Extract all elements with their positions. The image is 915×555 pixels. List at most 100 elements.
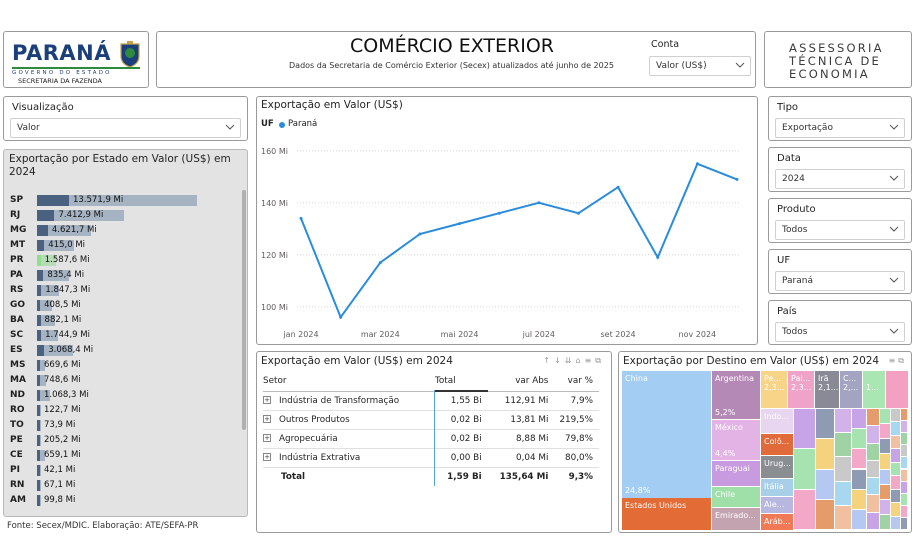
treemap-small-cell[interactable] xyxy=(852,489,866,509)
treemap-small-cell[interactable] xyxy=(880,499,890,514)
estado-bar[interactable] xyxy=(37,300,53,311)
treemap-small-cell[interactable] xyxy=(880,484,890,499)
treemap-small-cell[interactable] xyxy=(835,505,851,529)
estado-row-ba[interactable]: BA 882,1 Mi xyxy=(8,314,248,327)
treemap-small-cell[interactable] xyxy=(794,409,815,449)
treemap-small-cell[interactable] xyxy=(880,439,890,454)
estado-bar[interactable] xyxy=(37,210,125,221)
col-header-var-pct[interactable]: var % xyxy=(567,376,593,387)
treemap-cell-c[interactable]: C... 2,... xyxy=(840,371,862,408)
treemap-cell-pe[interactable]: Pe... 2,3... xyxy=(761,371,787,408)
treemap-small-cell[interactable] xyxy=(891,503,900,516)
treemap-small-cell[interactable] xyxy=(891,449,900,462)
treemap-small-cell[interactable] xyxy=(835,433,851,457)
expand-plus-icon[interactable]: + xyxy=(263,415,271,423)
estado-bar[interactable] xyxy=(37,450,45,461)
estado-bar[interactable] xyxy=(37,465,41,476)
treemap-small-cell[interactable] xyxy=(816,499,834,529)
treemap-small-cell[interactable] xyxy=(901,505,907,517)
treemap-small-cell[interactable] xyxy=(835,481,851,505)
treemap-cell-urug[interactable]: Urug... xyxy=(761,456,793,478)
data-point[interactable] xyxy=(339,315,343,319)
data-point[interactable] xyxy=(458,222,462,226)
uf-dropdown[interactable]: Paraná xyxy=(775,271,905,291)
treemap-cell-misc1[interactable] xyxy=(886,371,908,408)
treemap-small-cell[interactable] xyxy=(794,489,815,529)
treemap-small-cell[interactable] xyxy=(816,469,834,499)
treemap-small-cell[interactable] xyxy=(891,422,900,435)
focus-icon[interactable]: ⧉ xyxy=(898,356,907,365)
treemap-small-cell[interactable] xyxy=(901,457,907,469)
data-point[interactable] xyxy=(378,261,382,265)
sort-down-icon[interactable]: ↓ xyxy=(554,356,565,365)
treemap-cell-emirados[interactable]: Emirado... xyxy=(712,508,760,530)
col-header-total[interactable]: Total xyxy=(435,372,488,392)
treemap-small-cell[interactable] xyxy=(867,495,879,512)
treemap-cell-mexico[interactable]: México 4,4% xyxy=(712,420,760,460)
produto-dropdown[interactable]: Todos xyxy=(775,220,905,240)
estado-row-to[interactable]: TO 73,9 Mi xyxy=(8,419,248,432)
treemap-small-cell[interactable] xyxy=(794,449,815,489)
estado-bar[interactable] xyxy=(37,330,58,341)
treemap-small-cell[interactable] xyxy=(891,476,900,489)
treemap-cell-n1[interactable]: 1... xyxy=(863,371,885,408)
estado-row-pe[interactable]: PE 205,2 Mi xyxy=(8,434,248,447)
treemap-small-cell[interactable] xyxy=(901,481,907,493)
estado-bar[interactable] xyxy=(37,345,74,356)
estado-row-ro[interactable]: RO 122,7 Mi xyxy=(8,404,248,417)
treemap-small-cell[interactable] xyxy=(867,443,879,460)
col-header-var-abs[interactable]: var Abs xyxy=(515,376,549,387)
estado-row-pa[interactable]: PA 835,4 Mi xyxy=(8,269,248,282)
estado-bar[interactable] xyxy=(37,270,69,281)
treemap-small-cell[interactable] xyxy=(852,409,866,429)
treemap-cell-colo[interactable]: Colô... xyxy=(761,434,793,455)
treemap-small-cell[interactable] xyxy=(880,409,890,424)
treemap-cell-pai[interactable]: Pai... 2,3... xyxy=(788,371,814,408)
estado-bar[interactable] xyxy=(37,375,46,386)
treemap-small-cell[interactable] xyxy=(891,462,900,476)
estado-bar[interactable] xyxy=(37,420,41,431)
table-row[interactable]: + Outros Produtos 0,02 Bi 13,81 Mi 219,5% xyxy=(263,410,599,429)
data-dropdown[interactable]: 2024 xyxy=(775,169,905,189)
treemap-small-cell[interactable] xyxy=(867,409,879,426)
treemap-small-cell[interactable] xyxy=(891,516,900,529)
treemap-small-cell[interactable] xyxy=(891,435,900,449)
sort-up-icon[interactable]: ↑ xyxy=(543,356,555,365)
tipo-dropdown[interactable]: Exportação xyxy=(775,118,905,138)
estado-bar[interactable] xyxy=(37,255,56,266)
data-point[interactable] xyxy=(418,232,422,236)
filter-icon[interactable]: ≡ xyxy=(888,356,899,365)
treemap-small-cell[interactable] xyxy=(867,426,879,443)
conta-dropdown[interactable]: Valor (US$) xyxy=(649,56,751,76)
estado-bar[interactable] xyxy=(37,240,74,251)
treemap-small-cell[interactable] xyxy=(867,478,879,495)
estado-row-nd[interactable]: ND 1.068,3 Mi xyxy=(8,389,248,402)
data-point[interactable] xyxy=(576,211,580,215)
treemap-small-cell[interactable] xyxy=(867,460,879,478)
series-line-parana[interactable] xyxy=(300,162,738,320)
estado-row-am[interactable]: AM 99,8 Mi xyxy=(8,494,248,507)
estado-row-ms[interactable]: MS 669,6 Mi xyxy=(8,359,248,372)
data-point[interactable] xyxy=(497,211,501,215)
filter-icon[interactable]: ≡ xyxy=(584,356,596,365)
treemap-small-cell[interactable] xyxy=(901,493,907,505)
estado-row-ce[interactable]: CE 659,1 Mi xyxy=(8,449,248,462)
table-row[interactable]: + Agropecuária 0,02 Bi 8,88 Mi 79,8% xyxy=(263,429,599,448)
treemap-small-cell[interactable] xyxy=(852,449,866,469)
treemap-cell-arab[interactable]: Aráb... xyxy=(761,514,793,530)
estado-bar[interactable] xyxy=(37,390,50,401)
treemap-small-cell[interactable] xyxy=(816,439,834,469)
treemap-small-cell[interactable] xyxy=(901,433,907,445)
estado-bar[interactable] xyxy=(37,195,197,206)
estado-bar[interactable] xyxy=(37,405,41,416)
expand-plus-icon[interactable]: + xyxy=(263,396,271,404)
treemap-small-cell[interactable] xyxy=(835,409,851,433)
estado-bar[interactable] xyxy=(37,315,55,326)
estado-bar[interactable] xyxy=(37,360,45,371)
expand-icon[interactable]: ⌂ xyxy=(575,356,585,365)
treemap-small-cell[interactable] xyxy=(901,421,907,433)
treemap-small-cell[interactable] xyxy=(880,454,890,469)
treemap-small-cell[interactable] xyxy=(901,409,907,421)
drill-icon[interactable]: ⇊ xyxy=(564,356,576,365)
estado-bar[interactable] xyxy=(37,435,41,446)
